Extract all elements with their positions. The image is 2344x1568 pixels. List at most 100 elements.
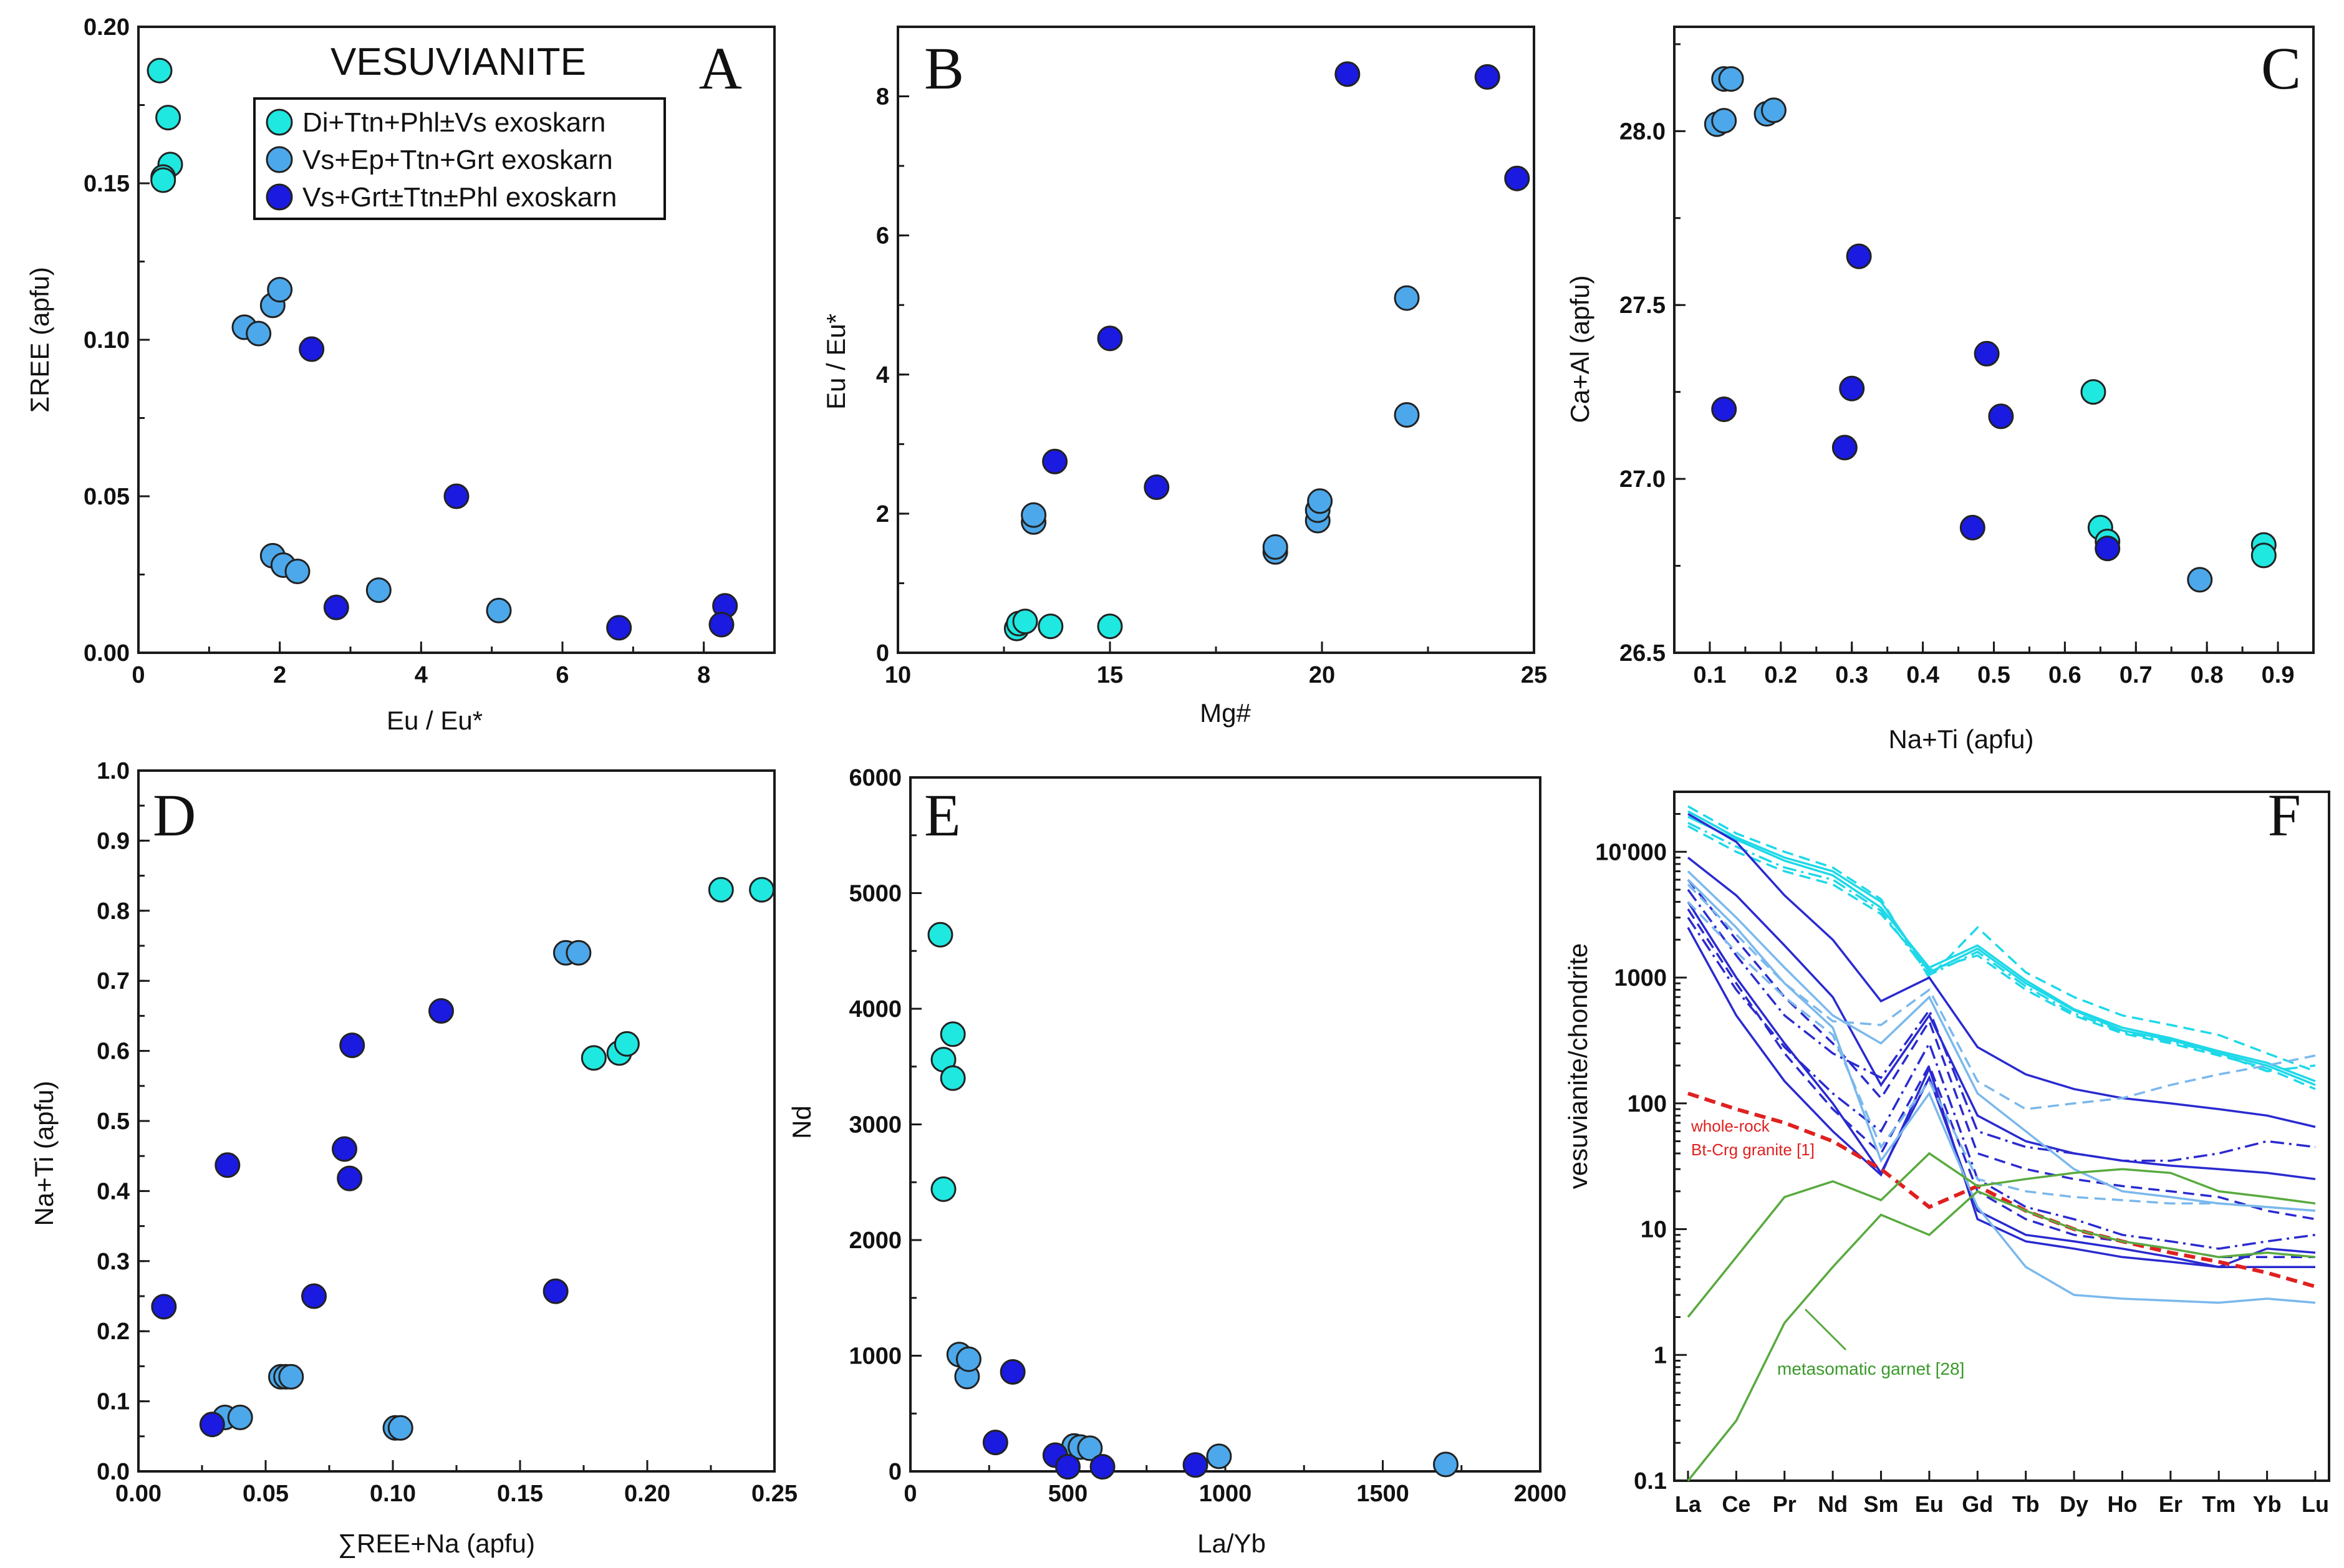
panel-f-series-blue xyxy=(1687,888,2316,1162)
panel-e-ytick-label: 5000 xyxy=(849,881,902,907)
panel-a-xtick-label: 0 xyxy=(132,662,145,688)
legend-label-c: Vs+Grt±Ttn±Phl exoskarn xyxy=(302,182,617,213)
panel-f-ytick-label: 1000 xyxy=(1614,965,1667,991)
panel-c-xtick-label: 0.8 xyxy=(2191,662,2224,688)
panel-d-ytick-label: 0.5 xyxy=(97,1109,130,1135)
panel-d-axes: 0.00 0.05 0.10 0.15 0.20 0.25 0.0 0.1 0.2 0.3 0.4 0… xyxy=(97,758,798,1507)
panel-c-point-b xyxy=(1760,97,1787,123)
panel-f-element-label: Dy xyxy=(2060,1491,2088,1517)
panel-d-ytick-label: 0.4 xyxy=(97,1178,130,1205)
panel-f-ytick-label: 0.1 xyxy=(1634,1468,1667,1494)
panel-c: 0.1 0.2 0.3 0.4 0.5 0.6 0.7 0.8 0.9 26.5 27.0 27.5 2… xyxy=(1565,26,2315,754)
panel-d-point-c xyxy=(151,1294,177,1320)
panel-f-axes: 0.1 1 10 100 1000 10'000 La Ce Pr Nd Sm Eu Gd Tb Dy Ho E… xyxy=(1595,791,2330,1517)
panel-f-element-label: La xyxy=(1675,1491,1702,1517)
panel-a-point-a xyxy=(150,167,176,193)
panel-c-ytick-label: 27.5 xyxy=(1619,292,1666,319)
panel-f-element-label: Sm xyxy=(1864,1491,1899,1517)
panel-a-axes: 0 2 4 6 8 0.00 0.05 0.10 0.15 0.20 xyxy=(84,14,776,688)
panel-a-ylabel: ΣREE (apfu) xyxy=(25,267,54,413)
panel-e-point-c xyxy=(1089,1454,1116,1480)
panel-b-point-b xyxy=(1394,402,1420,428)
panel-a-xlabel: Eu / Eu* xyxy=(387,706,483,735)
panel-b-point-c xyxy=(1097,325,1123,352)
panel-f-series-garnet xyxy=(1687,1152,2316,1318)
panel-d-ytick-label: 0.6 xyxy=(97,1039,130,1065)
panel-d-point-c xyxy=(215,1152,241,1178)
panel-f-series-cyan xyxy=(1687,805,2316,1072)
panel-f-series-lightblue xyxy=(1687,901,2316,1212)
panel-e-axes: 0 500 1000 1500 2000 0 1000 2000 3000 4000 5000 600… xyxy=(849,765,1566,1507)
panel-c-point-c xyxy=(1959,514,1985,541)
panel-f-element-label: Pr xyxy=(1773,1491,1797,1517)
panel-b-ytick-label: 6 xyxy=(876,223,889,249)
panel-a-point-b xyxy=(284,558,311,584)
panel-b-point-b xyxy=(1394,285,1420,311)
panel-f-frame xyxy=(1673,791,2330,1482)
panel-b-point-a xyxy=(1012,608,1038,635)
panel-c-xtick-label: 0.7 xyxy=(2120,662,2153,688)
panel-c-xtick-label: 0.5 xyxy=(1977,662,2010,688)
panel-d-frame xyxy=(137,769,776,1473)
panel-b-point-c xyxy=(1144,474,1170,500)
panel-d-xtick-label: 0.00 xyxy=(115,1481,162,1507)
panel-c-xtick-label: 0.3 xyxy=(1835,662,1868,688)
panel-b-point-a xyxy=(1097,613,1123,640)
panel-b-frame xyxy=(897,26,1535,654)
panel-e-point-c xyxy=(982,1430,1008,1456)
panel-a-ytick-label: 0.00 xyxy=(84,640,130,666)
panel-e-xtick-label: 2000 xyxy=(1514,1481,1567,1507)
panel-d-point-b xyxy=(387,1415,413,1441)
panel-b-ylabel: Eu / Eu* xyxy=(821,314,851,410)
panel-b-xtick-label: 20 xyxy=(1309,662,1335,688)
panel-d-xtick-label: 0.25 xyxy=(751,1481,798,1507)
panel-e-point-a xyxy=(927,921,953,948)
panel-e-ytick-label: 2000 xyxy=(849,1228,902,1254)
panel-c-xtick-label: 0.4 xyxy=(1906,662,1939,688)
panel-f-ytick-label: 100 xyxy=(1628,1091,1667,1117)
panel-e-xlabel: La/Yb xyxy=(1197,1529,1266,1558)
panel-d-point-a xyxy=(749,877,775,903)
garnet-annotation: metasomatic garnet [28] xyxy=(1777,1359,1964,1378)
panel-d-ytick-label: 0.2 xyxy=(97,1319,130,1345)
panel-d-ytick-label: 1.0 xyxy=(97,758,130,784)
panel-c-xtick-label: 0.9 xyxy=(2262,662,2295,688)
panel-d-point-b xyxy=(278,1364,304,1390)
panel-d-ytick-label: 0.8 xyxy=(97,898,130,925)
panel-a-letter: A xyxy=(699,35,742,102)
panel-c-xtick-label: 0.1 xyxy=(1694,662,1727,688)
panel-e-point-b xyxy=(1433,1451,1459,1478)
panel-a-ytick-label: 0.05 xyxy=(84,484,130,510)
panel-e: 0 500 1000 1500 2000 0 1000 2000 3000 4000 5000 600… xyxy=(787,765,1566,1558)
panel-c-axes: 0.1 0.2 0.3 0.4 0.5 0.6 0.7 0.8 0.9 26.5 27.0 27.5 2… xyxy=(1619,26,2315,688)
panel-a-ytick-label: 0.10 xyxy=(84,327,130,354)
panel-d-xtick-label: 0.15 xyxy=(497,1481,543,1507)
panel-e-point-a xyxy=(930,1176,957,1202)
legend-box xyxy=(253,97,666,220)
panel-c-ytick-label: 28.0 xyxy=(1619,118,1666,145)
panel-d-point-c xyxy=(331,1136,357,1162)
garnet-pointer xyxy=(1804,1308,1847,1351)
panel-b-xtick-label: 10 xyxy=(885,662,911,688)
panel-b-xtick-label: 15 xyxy=(1097,662,1123,688)
panel-a-point-b xyxy=(267,277,293,303)
panel-f-element-label: Nd xyxy=(1818,1491,1848,1517)
panel-a-xtick-label: 6 xyxy=(556,662,569,688)
panel-d-point-b xyxy=(227,1404,253,1430)
panel-f-element-label: Tb xyxy=(2012,1491,2040,1517)
panel-d-ytick-label: 0.1 xyxy=(97,1389,130,1415)
panel-c-point-c xyxy=(1974,340,2000,367)
panel-b-letter: B xyxy=(924,35,964,102)
legend-marker-b xyxy=(266,146,293,173)
panel-b-point-b xyxy=(1307,488,1333,514)
panel-f-series-cyan xyxy=(1687,825,2316,1090)
panel-b-ytick-label: 0 xyxy=(876,640,889,666)
panel-d-point-c xyxy=(543,1278,569,1304)
panel-c-ytick-label: 26.5 xyxy=(1619,640,1666,666)
panel-c-point-c xyxy=(1831,435,1858,461)
panel-e-ytick-label: 6000 xyxy=(849,765,902,791)
panel-e-point-c xyxy=(1182,1452,1208,1478)
panel-f-series-garnet xyxy=(1687,1190,2316,1482)
panel-d: 0.00 0.05 0.10 0.15 0.20 0.25 0.0 0.1 0.2 0.3 0.4 0… xyxy=(29,758,798,1558)
panel-b-ytick-label: 8 xyxy=(876,84,889,110)
